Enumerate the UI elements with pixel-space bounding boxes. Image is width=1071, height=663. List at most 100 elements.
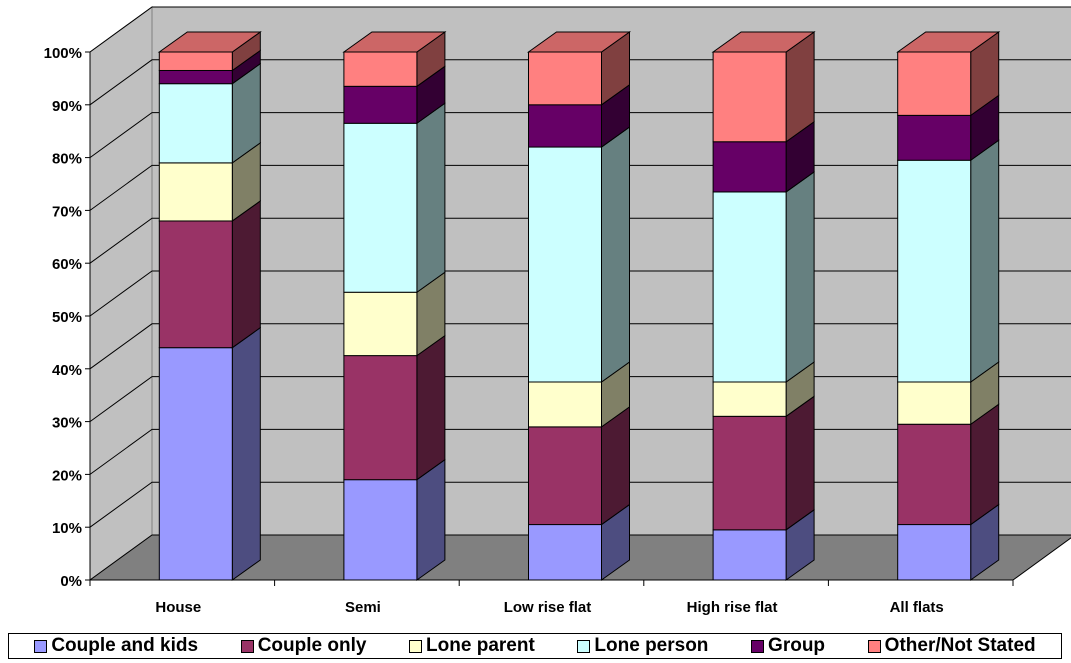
legend-item: Group [751, 635, 825, 657]
bar-segment [526, 31, 632, 106]
bar-segment [343, 102, 446, 294]
bar-segment [712, 508, 815, 581]
legend-swatch [409, 639, 423, 653]
legend-item: Couple only [240, 635, 367, 657]
bar-segment-front [712, 141, 787, 193]
legend-label: Lone parent [426, 635, 535, 656]
bar-segment-front [158, 220, 233, 349]
bar-segment-front [528, 426, 602, 526]
bar-segment [343, 458, 446, 581]
bar-segment-front [712, 529, 787, 581]
bar-segment-side [601, 405, 630, 526]
y-tick-label: 100% [44, 45, 82, 62]
legend-item: Couple and kids [34, 635, 198, 657]
bar-segment [528, 405, 630, 526]
y-tick-label: 30% [52, 415, 82, 432]
chart-canvas: 0% 10% 20% 30% 40% 50% 60% 70% 80% 90% 100% House Se… [44, 6, 1071, 616]
bar-segment [158, 199, 261, 349]
y-tick-label: 80% [52, 151, 82, 168]
legend-swatch [240, 639, 254, 653]
bar-segment-front [343, 291, 418, 357]
y-tick-label: 60% [52, 256, 82, 273]
bar-segment [712, 395, 815, 531]
y-tick-label: 40% [52, 362, 82, 379]
bar-segment-front [343, 122, 418, 293]
bar-segment-front [343, 85, 418, 124]
bar-segment-side [231, 326, 261, 581]
legend-label: Group [768, 635, 826, 656]
y-tick-label: 70% [52, 203, 82, 220]
legend-swatch [34, 639, 48, 653]
chart-legend: Couple and kids Couple only Lone parent Lon… [8, 633, 1062, 659]
bar-segment-side [785, 395, 815, 531]
legend-label: Other/Not Stated [884, 635, 1036, 656]
y-tick-label: 90% [52, 98, 82, 115]
bar-top-face [342, 31, 447, 53]
bar-segment-front [343, 51, 418, 87]
bar-segment [711, 31, 816, 143]
y-tick-label: 10% [52, 520, 82, 537]
bar-top-face [157, 31, 262, 53]
bar-segment-front [897, 159, 972, 383]
y-tick-label: 50% [52, 309, 82, 326]
bar-segment [528, 83, 630, 149]
legend-item: Other/Not Stated [867, 635, 1036, 657]
x-category-label: All flats [890, 599, 944, 616]
bar-segment [158, 141, 261, 222]
x-category-label: House [155, 599, 201, 616]
bar-segment-front [158, 162, 233, 222]
bar-segment-side [970, 139, 1000, 383]
bar-segment-front [528, 146, 602, 383]
bar-segment-front [528, 524, 602, 581]
bar-segment-front [158, 51, 233, 71]
bar-segment-front [528, 104, 602, 148]
gridline [89, 6, 1071, 53]
bar-segment [528, 126, 630, 383]
bar-segment [158, 326, 261, 581]
bar-segment-front [712, 191, 787, 383]
bar-segment [897, 503, 1000, 581]
bar-segment [343, 334, 446, 481]
bar-segment-side [416, 334, 446, 481]
bar-segment-front [158, 83, 233, 164]
bar-segment-front [158, 69, 233, 85]
legend-item: Lone parent [409, 635, 535, 657]
bar-segment-front [712, 51, 787, 143]
bar-segment-front [897, 423, 972, 526]
bar-segment [342, 31, 447, 88]
legend-label: Couple only [257, 635, 367, 656]
bar-segment-front [158, 347, 233, 581]
y-tick-label: 0% [60, 573, 82, 590]
bar-segment [712, 170, 815, 383]
bar-segment [528, 503, 630, 581]
x-category-label: Low rise flat [504, 599, 592, 616]
bar-segment-side [416, 102, 446, 294]
bar-segment [158, 62, 261, 164]
bar-segment-front [712, 381, 787, 417]
x-category-label: Semi [345, 599, 381, 616]
x-category-label: High rise flat [687, 599, 778, 616]
legend-label: Couple and kids [51, 635, 199, 656]
legend-swatch [751, 639, 765, 653]
bar-top-face [711, 31, 816, 53]
bar-segment-side [970, 403, 1000, 526]
legend-label: Lone person [594, 635, 709, 656]
bar-segment [712, 361, 815, 418]
bar-segment [528, 361, 630, 428]
bar-top-face [896, 31, 1001, 53]
bar-segment-front [712, 415, 787, 531]
bar-segment-front [343, 355, 418, 481]
bar-segment [897, 139, 1000, 383]
bar-segment-front [528, 51, 602, 106]
y-tick-label: 20% [52, 467, 82, 484]
bar-segment-side [785, 170, 815, 383]
bar-segment-front [343, 479, 418, 581]
bar-segment [343, 271, 446, 357]
legend-swatch [867, 639, 881, 653]
bar-segment-front [528, 381, 602, 428]
bar-top-face [526, 31, 632, 53]
bar-segment-side [601, 126, 630, 383]
legend-item: Lone person [577, 635, 708, 657]
bar-segment-front [897, 524, 972, 581]
